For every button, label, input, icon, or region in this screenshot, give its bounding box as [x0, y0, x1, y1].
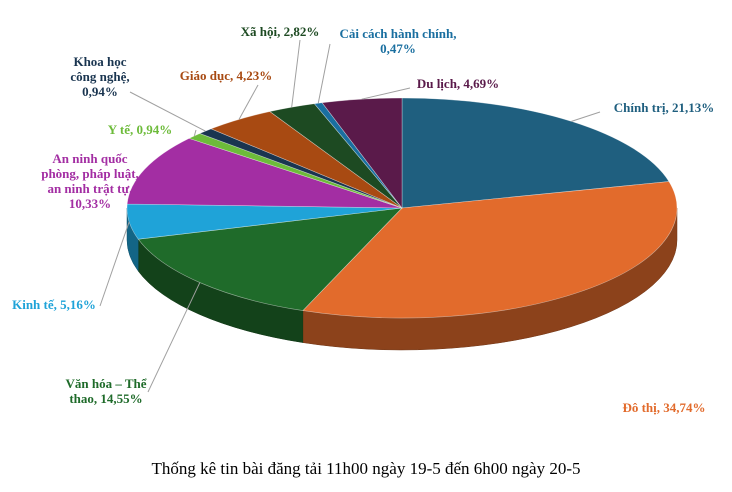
leader-line-y-te-0-94 [193, 129, 197, 137]
leader-line-giao-duc-4-23 [238, 84, 259, 120]
leader-line-chinh-tri-21-13 [571, 111, 601, 122]
slice-label-line: công nghệ, [70, 69, 129, 84]
chart-caption: Thống kê tin bài đăng tải 11h00 ngày 19-… [151, 459, 580, 478]
leader-line-du-lich-4-69 [361, 87, 411, 100]
slice-du-lich-4-69 [321, 97, 403, 209]
slice-label-line: Khoa học [73, 54, 126, 69]
slice-label-kinh-te-5-16: Kinh tế, 5,16% [12, 297, 96, 312]
slice-label-giao-duc-4-23: Giáo dục, 4,23% [180, 68, 272, 83]
pie-slices-layer [126, 97, 678, 319]
slice-label-y-te-0-94: Y tế, 0,94% [108, 122, 173, 137]
slice-labels-layer: Chính trị, 21,13% Đô thị, 34,74% Văn hóa –… [12, 24, 714, 415]
slice-label-line: Cải cách hành chính, [339, 26, 456, 41]
slice-label-cai-cach-hanh-chinh: Cải cách hành chính, 0,47% [339, 26, 456, 56]
slice-label-line: Kinh tế, 5,16% [12, 297, 96, 312]
leader-line-cai-cach-hanh-chinh [317, 43, 331, 104]
slice-label-line: Giáo dục, 4,23% [180, 68, 272, 83]
slice-label-van-hoa-the: Văn hóa – Thể thao, 14,55% [65, 376, 147, 406]
slice-chinh-tri-21-13 [401, 97, 670, 209]
slice-label-line: Đô thị, 34,74% [622, 400, 705, 415]
slice-label-line: 10,33% [69, 196, 111, 211]
slice-van-hoa-the [137, 207, 403, 311]
slice-label-line: 0,94% [82, 84, 118, 99]
slice-an-ninh-quoc [126, 138, 403, 209]
slice-label-line: phòng, pháp luật, [41, 166, 139, 181]
slice-label-line: Y tế, 0,94% [108, 122, 173, 137]
slice-label-chinh-tri-21-13: Chính trị, 21,13% [614, 100, 714, 115]
slice-label-do-thi-34-74: Đô thị, 34,74% [622, 400, 705, 415]
slice-label-line: Văn hóa – Thể [65, 376, 147, 391]
slice-label-line: 0,47% [380, 41, 416, 56]
slice-label-line: an ninh trật tự, [47, 181, 132, 196]
slice-label-an-ninh-quoc: An ninh quốc phòng, pháp luật, an ninh trậ… [41, 151, 139, 211]
slice-label-line: thao, 14,55% [69, 391, 142, 406]
slice-label-line: An ninh quốc [52, 151, 127, 166]
slice-label-line: Chính trị, 21,13% [614, 100, 714, 115]
leader-line-kinh-te-5-16 [99, 221, 130, 307]
leader-line-xa-hoi-2-82 [291, 39, 301, 108]
leader-line-khoa-hoc [129, 91, 206, 132]
slice-label-khoa-hoc: Khoa học công nghệ, 0,94% [70, 54, 129, 99]
leader-line-van-hoa-the [147, 282, 201, 393]
slice-do-thi-34-74 [302, 181, 678, 319]
leader-lines-layer [99, 39, 601, 393]
slice-label-line: Xã hội, 2,82% [241, 24, 320, 39]
slice-label-xa-hoi-2-82: Xã hội, 2,82% [241, 24, 320, 39]
slice-label-line: Du lịch, 4,69% [417, 76, 499, 91]
slice-label-du-lich-4-69: Du lịch, 4,69% [417, 76, 499, 91]
